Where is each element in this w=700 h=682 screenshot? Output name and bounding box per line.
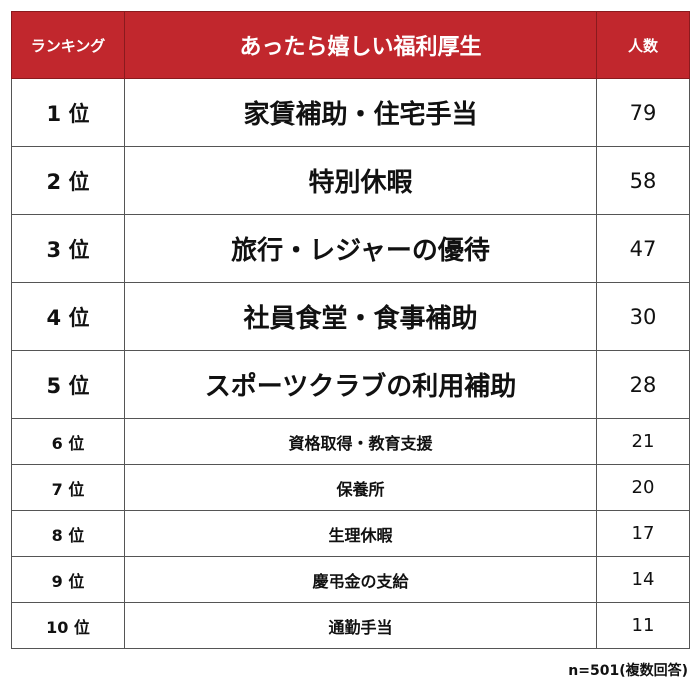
- count-cell: 30: [596, 282, 690, 351]
- count-cell: 11: [596, 602, 690, 649]
- rank-cell: 10 位: [11, 602, 125, 649]
- count-cell: 28: [596, 350, 690, 419]
- header-title: あったら嬉しい福利厚生: [124, 11, 597, 79]
- table-row: 7 位保養所 20: [11, 464, 690, 511]
- count-cell: 17: [596, 510, 690, 557]
- item-cell: 家賃補助・住宅手当: [124, 78, 597, 147]
- rank-cell: 7 位: [11, 464, 125, 511]
- header-row: ランキング あったら嬉しい福利厚生 人数: [11, 11, 690, 79]
- count-cell: 21: [596, 418, 690, 465]
- item-cell: 慶弔金の支給: [124, 556, 597, 603]
- count-cell: 47: [596, 214, 690, 283]
- table-row: 10 位通勤手当 11: [11, 602, 690, 649]
- count-cell: 20: [596, 464, 690, 511]
- table-row: 3 位旅行・レジャーの優待 47: [11, 214, 690, 283]
- rank-cell: 3 位: [11, 214, 125, 283]
- item-cell: 保養所: [124, 464, 597, 511]
- item-cell: 通勤手当: [124, 602, 597, 649]
- item-cell: 社員食堂・食事補助: [124, 282, 597, 351]
- rank-cell: 5 位: [11, 350, 125, 419]
- table-row: 2 位特別休暇 58: [11, 146, 690, 215]
- table-row: 1 位家賃補助・住宅手当 79: [11, 78, 690, 147]
- header-count: 人数: [596, 11, 690, 79]
- header-rank: ランキング: [11, 11, 125, 79]
- rank-cell: 2 位: [11, 146, 125, 215]
- item-cell: 生理休暇: [124, 510, 597, 557]
- item-cell: スポーツクラブの利用補助: [124, 350, 597, 419]
- item-cell: 特別休暇: [124, 146, 597, 215]
- table-row: 8 位生理休暇 17: [11, 510, 690, 557]
- rank-cell: 6 位: [11, 418, 125, 465]
- item-cell: 資格取得・教育支援: [124, 418, 597, 465]
- count-cell: 58: [596, 146, 690, 215]
- item-cell: 旅行・レジャーの優待: [124, 214, 597, 283]
- table-row: 9 位慶弔金の支給 14: [11, 556, 690, 603]
- rank-cell: 9 位: [11, 556, 125, 603]
- table-row: 4 位社員食堂・食事補助 30: [11, 282, 690, 351]
- rank-cell: 4 位: [11, 282, 125, 351]
- footnote: n=501(複数回答): [568, 663, 688, 679]
- count-cell: 79: [596, 78, 690, 147]
- table-row: 5 位スポーツクラブの利用補助 28: [11, 350, 690, 419]
- ranking-body: 1 位家賃補助・住宅手当 79 2 位特別休暇 58 3 位旅行・レジャーの優待 47 4 …: [11, 78, 690, 649]
- rank-cell: 1 位: [11, 78, 125, 147]
- count-cell: 14: [596, 556, 690, 603]
- rank-cell: 8 位: [11, 510, 125, 557]
- table-row: 6 位資格取得・教育支援 21: [11, 418, 690, 465]
- ranking-table: ランキング あったら嬉しい福利厚生 人数 1 位家賃補助・住宅手当 79 2 位特別…: [11, 11, 690, 649]
